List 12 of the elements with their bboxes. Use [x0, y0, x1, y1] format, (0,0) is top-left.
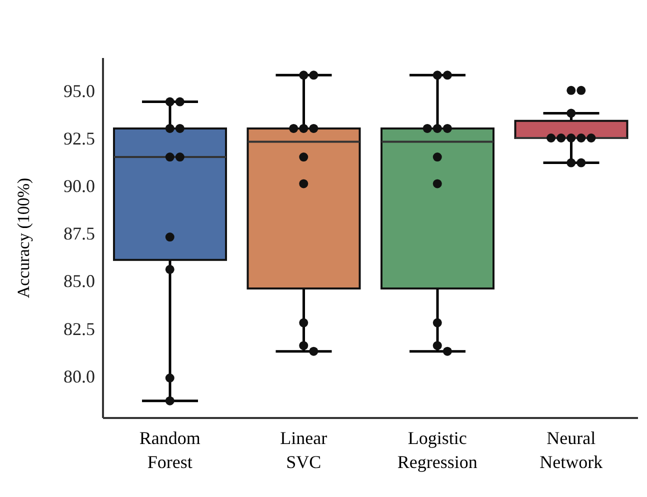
- x-tick-label: Linear SVC: [280, 428, 328, 472]
- y-tick-label: 92.5: [64, 128, 95, 148]
- y-tick-label: 82.5: [64, 318, 95, 339]
- y-axis-title: Accuracy (100%): [14, 178, 34, 298]
- x-tick-label: Neural Network: [540, 428, 603, 472]
- y-tick-label: 87.5: [64, 224, 95, 244]
- y-tick-label: 80.0: [64, 366, 95, 386]
- y-tick-label: 95.0: [64, 80, 95, 101]
- y-tick-label: 85.0: [64, 271, 95, 292]
- x-tick-label: Logistic Regression: [397, 428, 478, 472]
- y-tick-label: 90.0: [64, 176, 95, 196]
- x-tick-label: Random Forest: [139, 428, 200, 472]
